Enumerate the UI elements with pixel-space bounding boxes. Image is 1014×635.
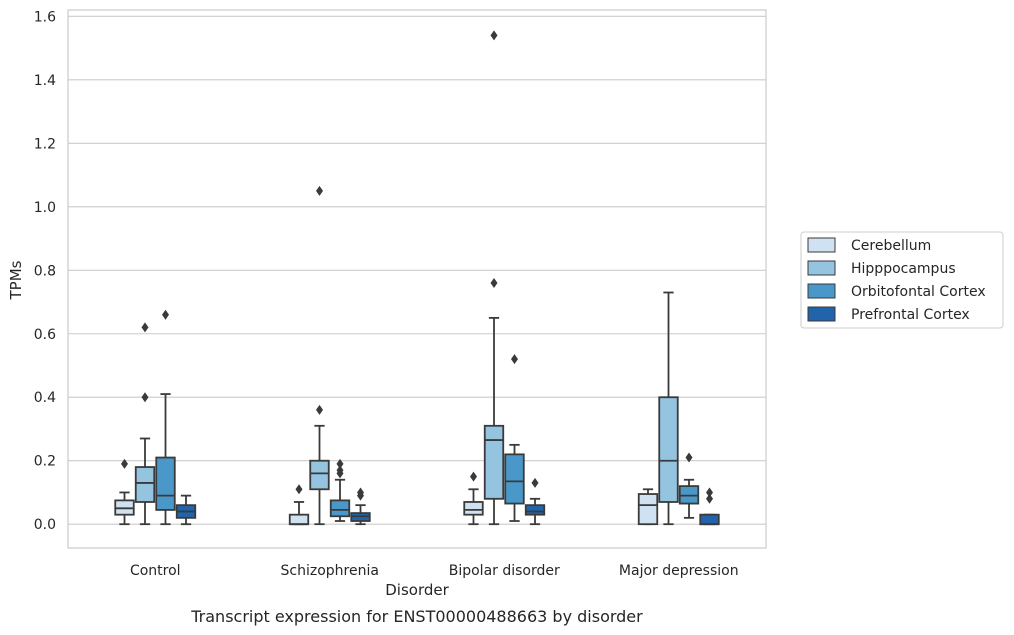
box-cerebellum: [114, 458, 135, 526]
boxes: [114, 30, 720, 526]
outlier-point: [315, 404, 323, 415]
y-axis-label: TPMs: [7, 260, 25, 300]
legend-swatch: [807, 283, 836, 299]
legend-label: Prefrontal Cortex: [851, 307, 970, 323]
outlier-point: [511, 354, 519, 365]
legend-frame: [800, 231, 1004, 329]
y-tick-label: 1.2: [34, 136, 56, 152]
y-tick-label: 1.0: [34, 200, 56, 216]
box-cerebellum: [463, 471, 484, 526]
outlier-point: [490, 30, 498, 41]
x-tick-label: Schizophrenia: [281, 563, 379, 579]
box-hipppocampus: [658, 291, 679, 526]
outlier-point: [336, 465, 344, 476]
box-hipppocampus: [134, 322, 156, 526]
x-tick-label: Bipolar disorder: [449, 563, 560, 579]
legend-swatch: [807, 260, 836, 276]
outlier-point: [357, 487, 365, 498]
x-axis-label: Disorder: [385, 581, 449, 599]
box-orbitofontal-cortex: [329, 458, 351, 522]
outlier-point: [315, 185, 323, 196]
outlier-point: [469, 471, 477, 482]
y-tick-label: 0.6: [34, 327, 56, 343]
box-prefrontal-cortex: [175, 494, 197, 526]
y-tick-label: 0.2: [34, 454, 56, 470]
box-cerebellum: [288, 484, 310, 526]
box-prefrontal-cortex: [524, 477, 546, 526]
legend: Cerebellum Hipppocampus Orbitofontal Corte…: [800, 231, 1004, 329]
legend-swatch: [807, 306, 836, 322]
outlier-point: [120, 458, 128, 469]
plot-area-frame: [67, 9, 767, 549]
outlier-point: [141, 392, 149, 403]
outlier-point: [706, 493, 714, 504]
box-hipppocampus: [483, 30, 505, 526]
legend-label: Orbitofontal Cortex: [851, 284, 986, 300]
outlier-point: [295, 484, 303, 495]
box-iqr: [699, 513, 720, 526]
box-iqr: [483, 424, 505, 500]
figure-caption: Transcript expression for ENST0000048866…: [190, 607, 643, 626]
box-orbitofontal-cortex: [155, 309, 176, 526]
legend-swatch: [807, 237, 836, 253]
y-axis-ticks: 0.0 0.2 0.4 0.6 0.8 1.0 1.2 1.4 1.6: [34, 9, 56, 533]
x-tick-label: Major depression: [619, 563, 739, 579]
box-iqr: [658, 396, 679, 503]
outlier-point: [531, 477, 539, 488]
gridlines: [68, 15, 766, 525]
box-iqr: [504, 453, 525, 505]
box-prefrontal-cortex: [699, 487, 720, 526]
box-hipppocampus: [309, 185, 330, 526]
box-iqr: [329, 499, 351, 518]
box-iqr: [134, 466, 156, 503]
outlier-point: [490, 277, 498, 288]
outlier-point: [685, 452, 693, 463]
box-iqr: [309, 459, 330, 491]
legend-label: Hipppocampus: [851, 261, 956, 277]
box-prefrontal-cortex: [350, 487, 371, 526]
x-axis-ticks: Control Schizophrenia Bipolar disorder Majo…: [130, 563, 739, 579]
outlier-point: [141, 322, 149, 333]
box-iqr: [524, 504, 546, 516]
legend-label: Cerebellum: [851, 238, 931, 254]
outlier-point: [162, 309, 170, 320]
box-iqr: [637, 493, 659, 526]
outlier-point: [336, 458, 344, 469]
y-tick-label: 1.4: [34, 73, 56, 89]
box-iqr: [288, 513, 310, 526]
box-orbitofontal-cortex: [678, 452, 700, 519]
y-tick-label: 1.6: [34, 9, 56, 25]
x-tick-label: Control: [130, 563, 181, 579]
y-tick-label: 0.4: [34, 390, 56, 406]
y-tick-label: 0.0: [34, 517, 56, 533]
box-iqr: [463, 501, 484, 516]
box-orbitofontal-cortex: [504, 354, 525, 522]
y-tick-label: 0.8: [34, 263, 56, 279]
outlier-point: [706, 487, 714, 498]
box-iqr: [155, 456, 176, 511]
box-cerebellum: [637, 488, 659, 526]
